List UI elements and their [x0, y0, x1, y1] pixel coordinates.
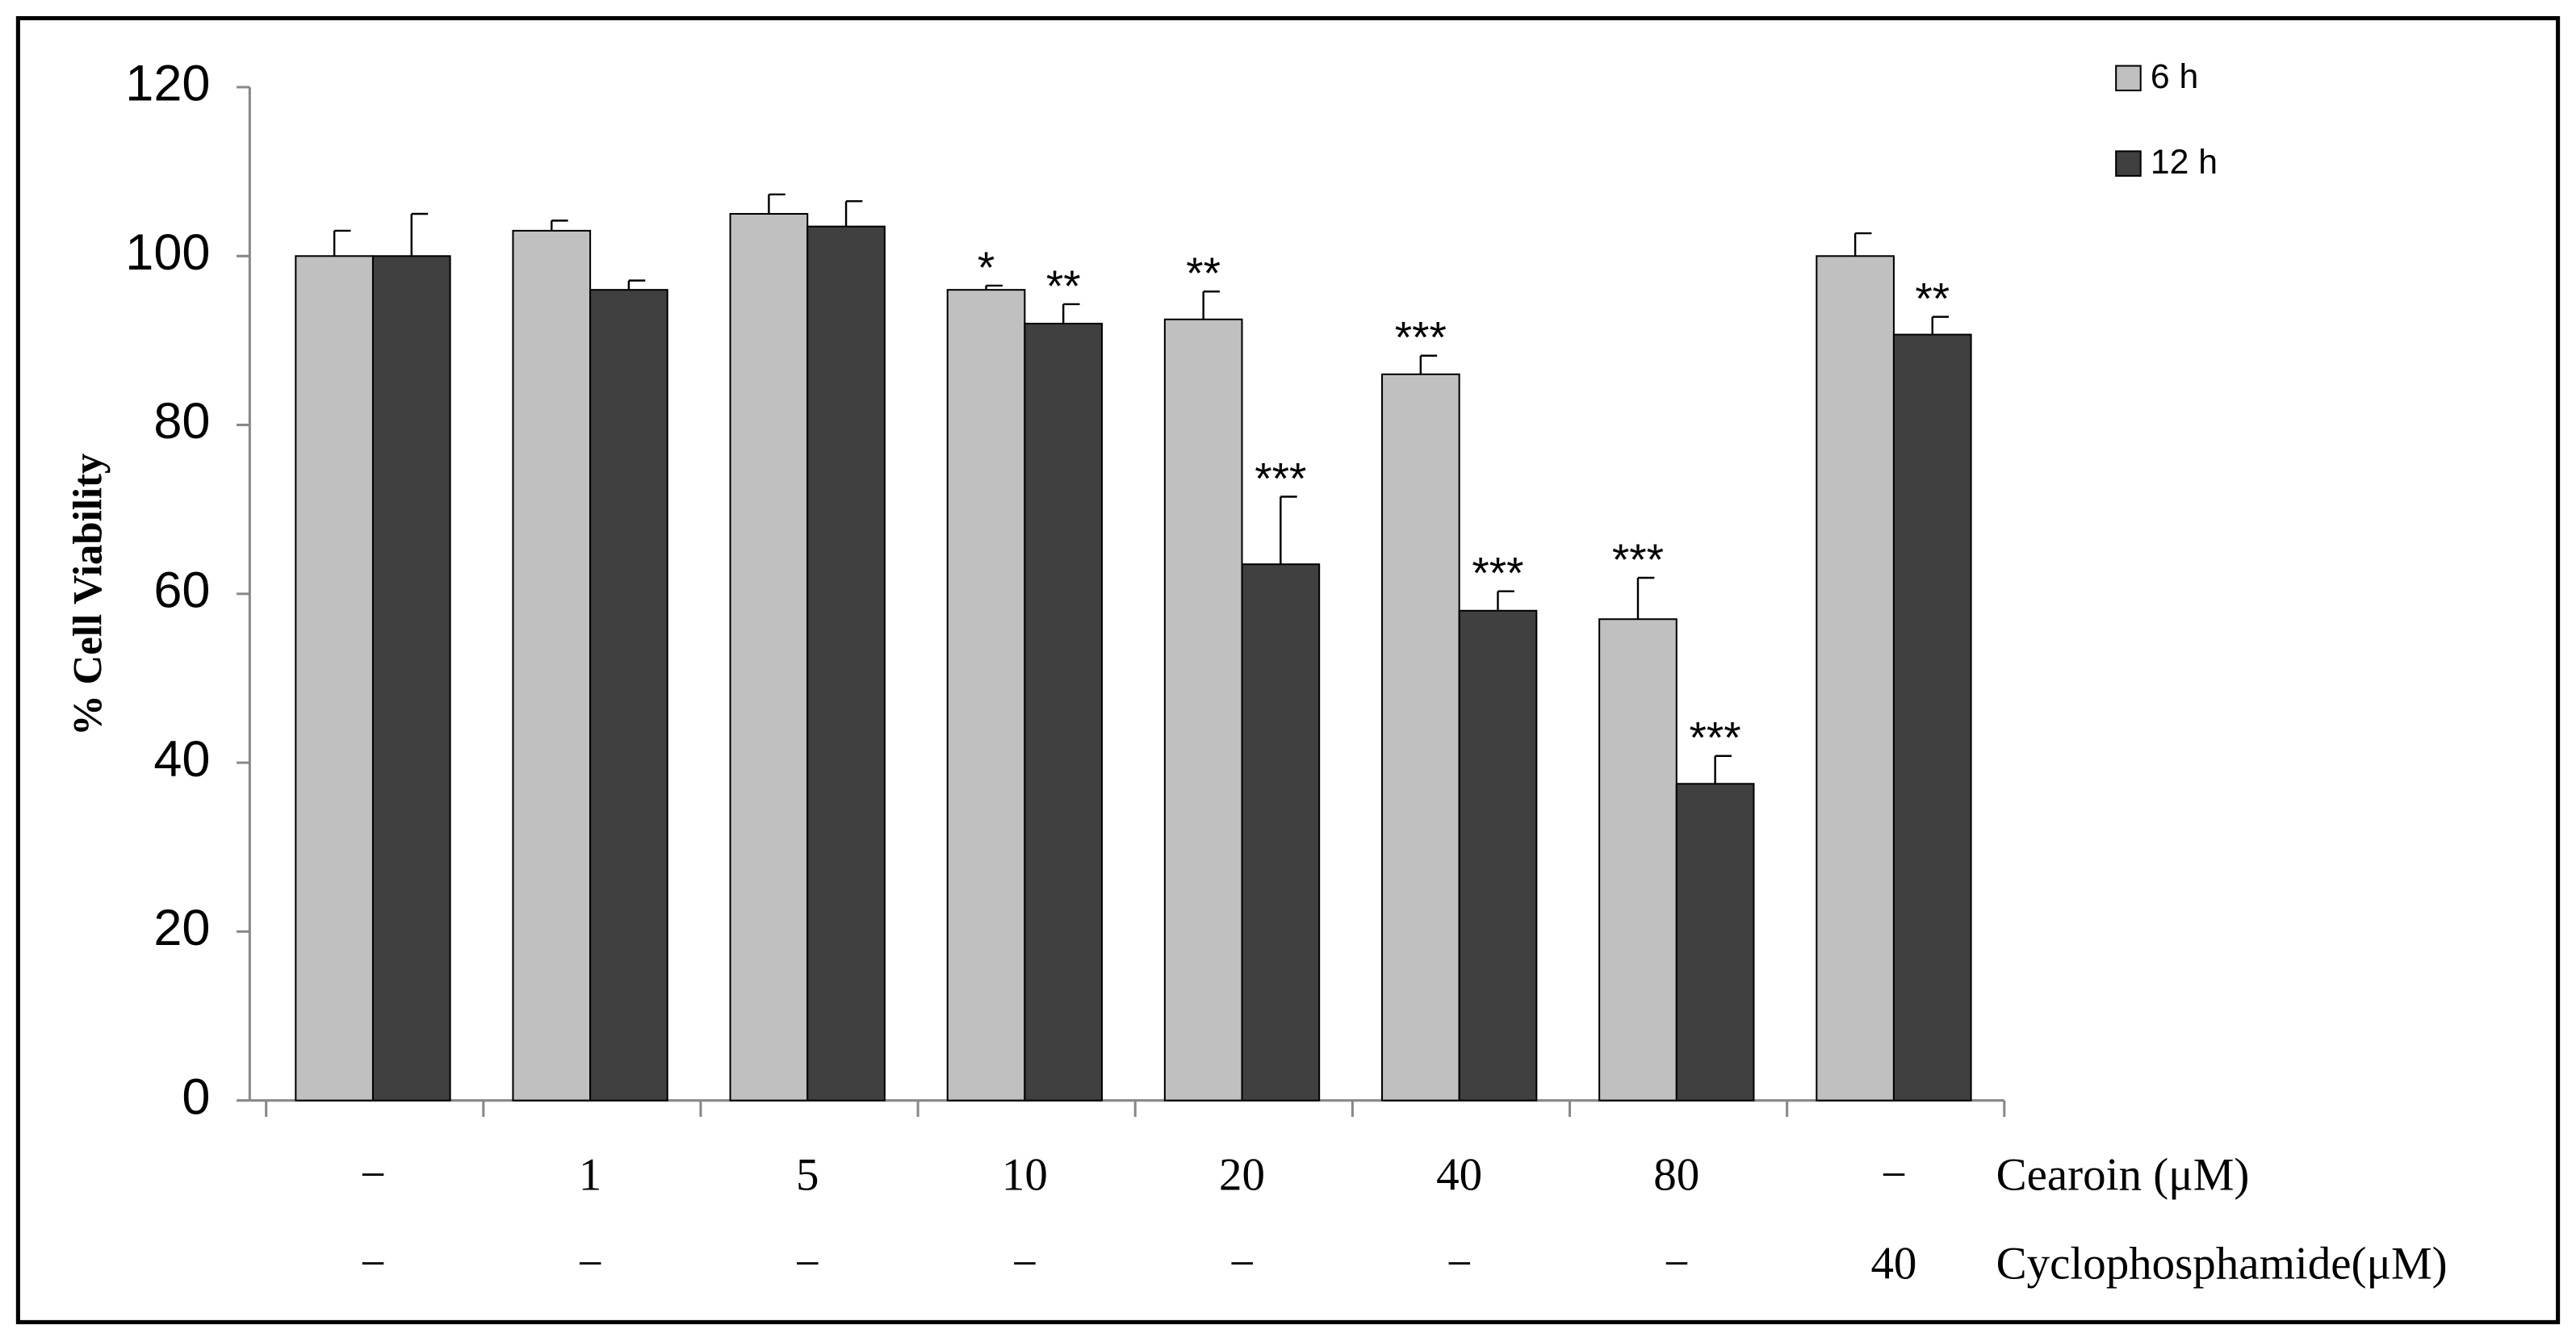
significance-label: *** — [1254, 453, 1306, 503]
significance-label: *** — [1612, 534, 1664, 584]
bar — [1675, 783, 1755, 1102]
bar — [1892, 333, 1972, 1102]
bar — [371, 255, 451, 1102]
bar — [729, 212, 809, 1102]
x-tick-label: 40 — [1436, 1149, 1482, 1200]
x-tick-label: 1 — [579, 1149, 601, 1200]
x-tick-label: − — [360, 1149, 386, 1200]
x-tick-label: − — [1012, 1238, 1037, 1289]
x-tick-label: 40 — [1870, 1238, 1916, 1289]
y-tick-label: 120 — [125, 56, 210, 112]
bar — [512, 229, 592, 1102]
x-tick-label: − — [1229, 1238, 1254, 1289]
x-tick-label: − — [360, 1238, 386, 1289]
bar — [806, 225, 886, 1102]
significance-label: ** — [1186, 248, 1221, 298]
bar — [1380, 373, 1460, 1102]
legend-label: 6 h — [2151, 57, 2198, 96]
legend-swatch — [2115, 150, 2142, 177]
bar — [1241, 563, 1321, 1102]
y-tick-label: 100 — [125, 224, 210, 281]
bar — [1816, 255, 1895, 1102]
significance-label: *** — [1395, 312, 1447, 362]
bar — [1024, 322, 1104, 1102]
significance-label: *** — [1690, 713, 1741, 763]
legend-swatch — [2115, 65, 2142, 92]
x-tick-label: 10 — [1002, 1149, 1048, 1200]
y-axis-title: % Cell Viability — [66, 454, 111, 736]
bar — [1458, 609, 1538, 1102]
significance-label: * — [978, 242, 995, 292]
significance-label: ** — [1915, 274, 1950, 324]
x-tick-label: 80 — [1653, 1149, 1699, 1200]
significance-label: *** — [1472, 548, 1523, 598]
row-label: Cyclophosphamide(μM) — [1996, 1238, 2448, 1289]
x-tick-label: − — [794, 1238, 820, 1289]
y-tick-label: 60 — [153, 562, 210, 619]
y-tick-label: 20 — [153, 900, 210, 956]
x-tick-label: − — [1447, 1238, 1472, 1289]
bar — [946, 289, 1026, 1102]
frame — [15, 16, 2561, 1324]
bar — [589, 289, 668, 1102]
x-tick-label: − — [1881, 1149, 1907, 1200]
bar — [1598, 618, 1678, 1102]
y-tick-label: 0 — [182, 1068, 210, 1125]
y-tick-label: 40 — [153, 731, 210, 788]
x-tick-label: − — [1664, 1238, 1690, 1289]
x-tick-label: 5 — [796, 1149, 819, 1200]
x-tick-label: 20 — [1219, 1149, 1265, 1200]
significance-label: ** — [1046, 261, 1081, 311]
y-tick-label: 80 — [153, 393, 210, 449]
row-label: Cearoin (μM) — [1996, 1149, 2250, 1200]
legend-label: 12 h — [2151, 143, 2218, 182]
bar — [1163, 318, 1243, 1102]
bar — [295, 255, 374, 1102]
x-tick-label: − — [577, 1238, 603, 1289]
